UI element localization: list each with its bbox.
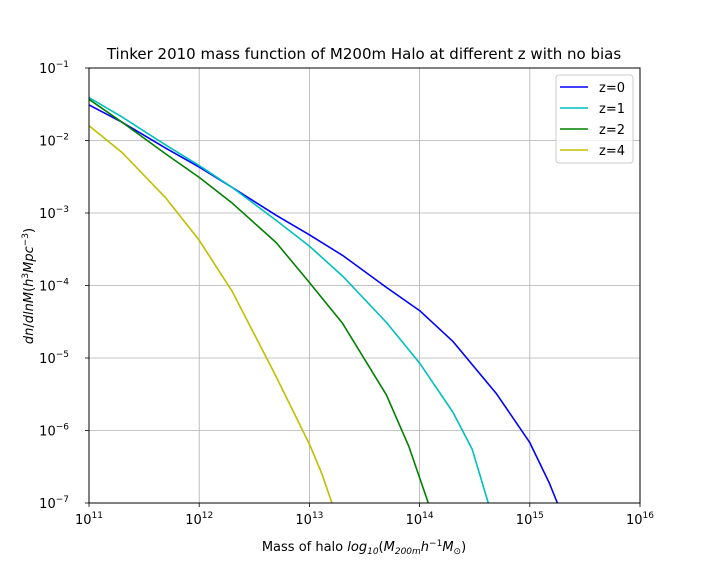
series-line-z-4 [88,125,333,504]
y-tick-label: 10−3 [39,205,69,222]
y-axis-ticks: 10−7 10−6 10−5 10−4 10−3 10−2 10−1 [39,60,89,512]
x-tick-label: 1012 [185,511,213,528]
x-tick-label: 1016 [626,511,654,528]
y-tick-label: 10−2 [39,133,69,150]
x-tick-label: 1011 [75,511,103,528]
legend-label: z=4 [599,144,625,159]
legend-label: z=2 [599,123,625,138]
y-tick-label: 10−7 [39,495,69,512]
series-curves [88,96,559,504]
y-tick-label: 10−4 [39,278,69,295]
x-tick-label: 1014 [406,511,434,528]
y-axis-label: dn/dlnM(h3Mpc−3) [21,228,37,344]
legend-label: z=0 [599,81,625,96]
legend-label: z=1 [599,102,625,117]
legend-box [555,74,634,164]
y-tick-label: 10−5 [39,350,69,367]
series-line-z-2 [88,98,430,504]
series-line-z-1 [88,96,490,504]
x-tick-label: 1013 [295,511,323,528]
x-tick-label: 1015 [516,511,544,528]
y-tick-label: 10−1 [39,60,69,77]
series-line-z-0 [88,104,559,504]
x-axis-ticks: 1011 1012 1013 1014 1015 1016 [75,503,654,528]
legend: z=0 z=1 z=2 z=4 [555,74,634,164]
y-tick-label: 10−6 [39,423,69,440]
chart-title: Tinker 2010 mass function of M200m Halo … [106,45,622,63]
x-axis-label: Mass of halo log10(M200mh−1M⊙) [262,539,466,557]
